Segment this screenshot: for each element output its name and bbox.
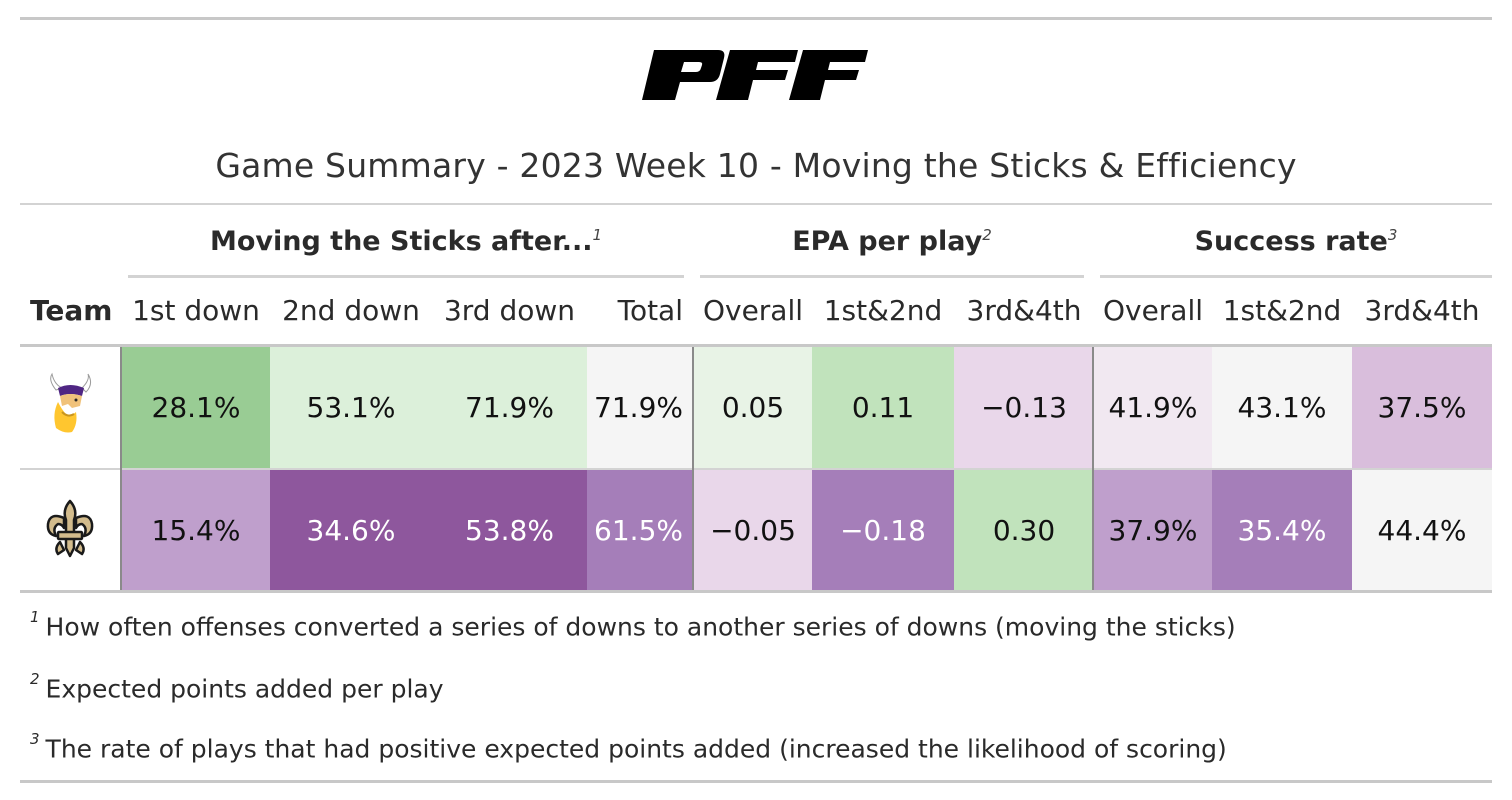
table-cell: 43.1% — [1212, 347, 1352, 468]
spanner-label: Moving the Sticks after... — [209, 226, 593, 257]
table-cell: −0.18 — [812, 470, 954, 590]
table-cell: 41.9% — [1094, 347, 1212, 468]
column-header-sr-overall: Overall — [1102, 294, 1204, 327]
table-cell: 61.5% — [587, 470, 693, 590]
saints-logo-icon — [46, 499, 94, 558]
table-cell: −0.05 — [694, 470, 812, 590]
group-divider — [1092, 347, 1094, 590]
column-header-1st-down: 1st down — [132, 294, 260, 327]
table-cell: 0.05 — [694, 347, 812, 468]
table-cell: 53.8% — [432, 470, 587, 590]
column-header-sr-3rd4th: 3rd&4th — [1364, 294, 1480, 327]
group-divider — [120, 347, 122, 590]
group-divider — [692, 347, 694, 590]
table-cell: 37.5% — [1352, 347, 1492, 468]
spanner-moving-sticks: Moving the Sticks after...1 — [128, 226, 684, 266]
footnote-mark: 1 — [30, 608, 40, 626]
footnote-text: Expected points added per play — [45, 674, 444, 704]
footnote-text: How often offenses converted a series of… — [45, 612, 1236, 642]
spanner-underline — [1100, 275, 1492, 278]
footnote-text: The rate of plays that had positive expe… — [45, 734, 1227, 764]
pff-logo — [642, 50, 868, 100]
footnote-mark: 2 — [982, 226, 992, 244]
body-bottom-rule — [20, 590, 1492, 593]
spanner-underline — [128, 275, 684, 278]
spanner-epa: EPA per play2 — [700, 226, 1084, 266]
column-header-3rd-down: 3rd down — [443, 294, 576, 327]
spanner-success-rate: Success rate3 — [1100, 226, 1492, 266]
table-cell: 15.4% — [122, 470, 270, 590]
header-rule — [20, 344, 1492, 347]
table-cell: 71.9% — [432, 347, 587, 468]
table-cell: −0.13 — [954, 347, 1094, 468]
spanner-underline — [700, 275, 1084, 278]
footnote-mark: 3 — [1387, 226, 1398, 244]
footnote-mark: 1 — [592, 226, 603, 244]
table-cell: 34.6% — [270, 470, 432, 590]
column-header-epa-overall: Overall — [702, 294, 804, 327]
title-rule — [20, 203, 1492, 205]
table-cell: 0.11 — [812, 347, 954, 468]
bottom-rule — [20, 780, 1492, 783]
table-cell: 35.4% — [1212, 470, 1352, 590]
footnote-2: 2 Expected points added per play — [30, 670, 444, 704]
top-rule — [20, 17, 1492, 20]
footnote-3: 3 The rate of plays that had positive exp… — [30, 730, 1227, 764]
footnote-mark: 3 — [30, 730, 40, 748]
footnote-1: 1 How often offenses converted a series o… — [30, 608, 1236, 642]
table-cell: 71.9% — [587, 347, 693, 468]
column-header-epa-3rd4th: 3rd&4th — [966, 294, 1082, 327]
column-header-sr-1st2nd: 1st&2nd — [1222, 294, 1342, 327]
table-cell: 53.1% — [270, 347, 432, 468]
spanner-label: EPA per play — [792, 226, 983, 257]
column-header-total: Total — [617, 294, 683, 327]
table-cell: 28.1% — [122, 347, 270, 468]
column-header-team: Team — [30, 294, 113, 327]
vikings-logo-icon — [50, 372, 92, 433]
table-cell: 44.4% — [1352, 470, 1492, 590]
spanner-label: Success rate — [1194, 226, 1388, 257]
column-header-2nd-down: 2nd down — [282, 294, 420, 327]
table-title: Game Summary - 2023 Week 10 - Moving the… — [215, 146, 1297, 185]
table-cell: 0.30 — [954, 470, 1094, 590]
row-divider — [20, 468, 1492, 470]
table-cell: 37.9% — [1094, 470, 1212, 590]
footnote-mark: 2 — [30, 670, 40, 688]
column-header-epa-1st2nd: 1st&2nd — [823, 294, 943, 327]
